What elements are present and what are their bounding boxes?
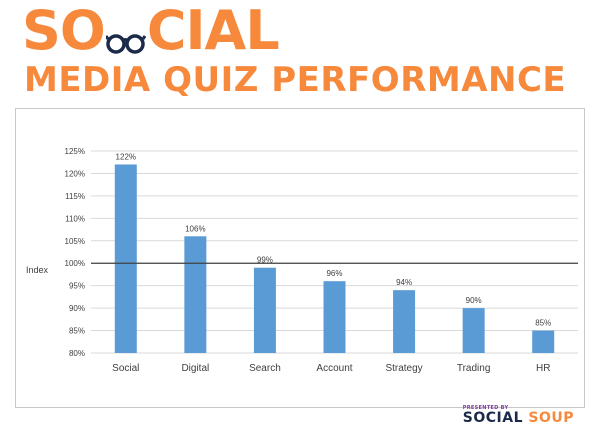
glasses-icon bbox=[104, 14, 147, 54]
y-tick-label: 80% bbox=[69, 349, 85, 358]
chart-frame: 122% 106% 99% 96% 94% 90% 85% 80% 85% 90% 95% 100%… bbox=[15, 108, 585, 408]
footer-brand: PRESENTED BY SOCIAL SOUP bbox=[463, 405, 574, 425]
y-axis-label: Index bbox=[26, 265, 49, 275]
bars bbox=[114, 164, 555, 353]
data-label: 90% bbox=[466, 296, 482, 305]
bar bbox=[323, 281, 346, 353]
x-tick-label: HR bbox=[536, 363, 550, 374]
y-tick-label: 110% bbox=[65, 214, 85, 223]
bar bbox=[532, 330, 555, 353]
y-tick-label: 125% bbox=[65, 147, 85, 156]
y-tick-label: 95% bbox=[69, 282, 85, 291]
page-title: MEDIA QUIZ PERFORMANCE bbox=[24, 60, 567, 100]
bar bbox=[184, 236, 207, 353]
title-social-s: S bbox=[22, 0, 61, 62]
y-tick-labels: 80% 85% 90% 95% 100% 105% 110% 115% 120% 125% bbox=[65, 147, 85, 358]
data-labels: 122% 106% 99% 96% 94% 90% 85% bbox=[116, 152, 552, 327]
brand-soup: SOUP bbox=[528, 410, 574, 426]
bar bbox=[462, 308, 485, 353]
title-social-o: O bbox=[59, 0, 106, 62]
title-social: S O CIAL bbox=[22, 0, 280, 62]
y-tick-label: 115% bbox=[65, 192, 85, 201]
y-tick-label: 85% bbox=[69, 327, 85, 336]
brand-logo: SOCIAL SOUP bbox=[463, 411, 574, 425]
title-social-rest: CIAL bbox=[146, 0, 280, 62]
x-tick-label: Trading bbox=[457, 363, 491, 374]
presented-by-label: PRESENTED BY bbox=[462, 405, 509, 411]
bar bbox=[253, 267, 276, 353]
bar bbox=[114, 164, 137, 353]
brand-social: SOCIAL bbox=[462, 410, 523, 426]
x-tick-label: Strategy bbox=[385, 363, 422, 374]
data-label: 85% bbox=[535, 319, 551, 328]
data-label: 106% bbox=[185, 224, 205, 233]
y-tick-label: 100% bbox=[65, 259, 85, 268]
x-tick-label: Social bbox=[112, 363, 139, 374]
x-tick-label: Digital bbox=[181, 363, 209, 374]
y-tick-label: 105% bbox=[65, 237, 85, 246]
data-label: 96% bbox=[326, 269, 342, 278]
y-tick-label: 120% bbox=[65, 169, 85, 178]
data-label: 94% bbox=[396, 278, 412, 287]
bar-chart: 122% 106% 99% 96% 94% 90% 85% 80% 85% 90% 95% 100%… bbox=[26, 147, 578, 374]
data-label: 122% bbox=[116, 152, 136, 161]
y-tick-label: 90% bbox=[69, 304, 85, 313]
x-tick-labels: Social Digital Search Account Strategy Tradin… bbox=[112, 363, 550, 374]
x-tick-label: Search bbox=[249, 363, 281, 374]
bar bbox=[393, 290, 416, 353]
data-label: 99% bbox=[257, 256, 273, 265]
x-tick-label: Account bbox=[316, 363, 352, 374]
